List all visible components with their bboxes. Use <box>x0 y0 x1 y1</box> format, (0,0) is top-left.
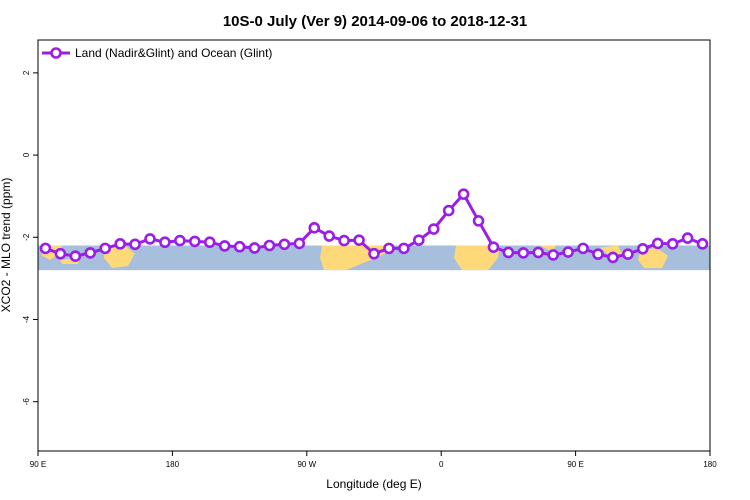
x-tick-label: 90 W <box>297 460 316 469</box>
land-mass <box>104 245 135 269</box>
data-point <box>84 247 97 259</box>
data-point <box>472 215 485 227</box>
legend-label: Land (Nadir&Glint) and Ocean (Glint) <box>75 46 272 60</box>
data-point <box>114 238 126 250</box>
data-point <box>517 247 530 259</box>
data-point <box>607 251 619 264</box>
y-tick-label: -4 <box>22 315 31 323</box>
data-point <box>547 249 560 261</box>
data-point <box>622 248 634 260</box>
data-point <box>592 248 604 260</box>
data-point <box>368 247 380 260</box>
data-point <box>427 223 440 235</box>
data-point <box>651 237 664 250</box>
chart-title: 10S-0 July (Ver 9) 2014-09-06 to 2018-12… <box>223 13 527 30</box>
data-point <box>233 240 246 253</box>
data-point <box>636 242 649 255</box>
data-point <box>353 234 365 246</box>
data-point <box>577 242 589 255</box>
data-point <box>412 234 425 246</box>
data-point <box>532 246 545 259</box>
plot-frame <box>37 39 711 452</box>
data-point <box>308 222 321 234</box>
data-point <box>293 237 306 250</box>
data-point <box>278 238 291 251</box>
y-tick-label: -2 <box>22 233 31 241</box>
data-point <box>323 230 336 242</box>
data-point <box>383 242 395 255</box>
data-point <box>696 238 709 250</box>
x-tick-label: 180 <box>703 460 717 469</box>
data-point <box>398 242 410 255</box>
series-layer <box>39 188 709 264</box>
x-axis: 90 E 180 90 W 0 90 E 180 <box>30 451 717 469</box>
data-point <box>129 238 141 251</box>
legend-marker-swatch <box>50 47 62 59</box>
legend: Land (Nadir&Glint) and Ocean (Glint) <box>42 46 272 60</box>
data-point <box>487 241 500 253</box>
data-point <box>189 235 201 248</box>
y-tick-label: 0 <box>22 152 31 157</box>
x-tick-label: 90 E <box>567 460 583 469</box>
data-point <box>338 234 350 247</box>
data-point <box>562 246 574 258</box>
data-point <box>203 236 216 249</box>
data-point <box>666 238 679 250</box>
data-point <box>144 233 156 245</box>
data-point <box>457 188 470 200</box>
y-tick-label: -6 <box>22 398 31 406</box>
data-point <box>39 242 52 255</box>
data-point <box>263 239 276 252</box>
data-point <box>69 250 82 262</box>
land-mass <box>454 245 500 271</box>
x-tick-label: 180 <box>166 460 180 469</box>
data-point <box>99 242 111 255</box>
x-axis-label: Longitude (deg E) <box>326 477 421 491</box>
data-point <box>442 204 455 217</box>
data-point <box>681 232 694 244</box>
y-axis-label: XCO2 - MLO trend (ppm) <box>0 178 13 313</box>
y-tick-label: 2 <box>22 70 31 75</box>
data-point <box>218 240 231 252</box>
y-axis: 2 0 -2 -4 -6 <box>22 70 38 405</box>
data-point <box>174 234 186 247</box>
data-point <box>248 242 261 254</box>
x-tick-label: 0 <box>439 460 444 469</box>
x-tick-label: 90 E <box>30 460 46 469</box>
data-point <box>159 236 171 249</box>
data-point <box>502 246 515 259</box>
data-point <box>54 247 67 260</box>
